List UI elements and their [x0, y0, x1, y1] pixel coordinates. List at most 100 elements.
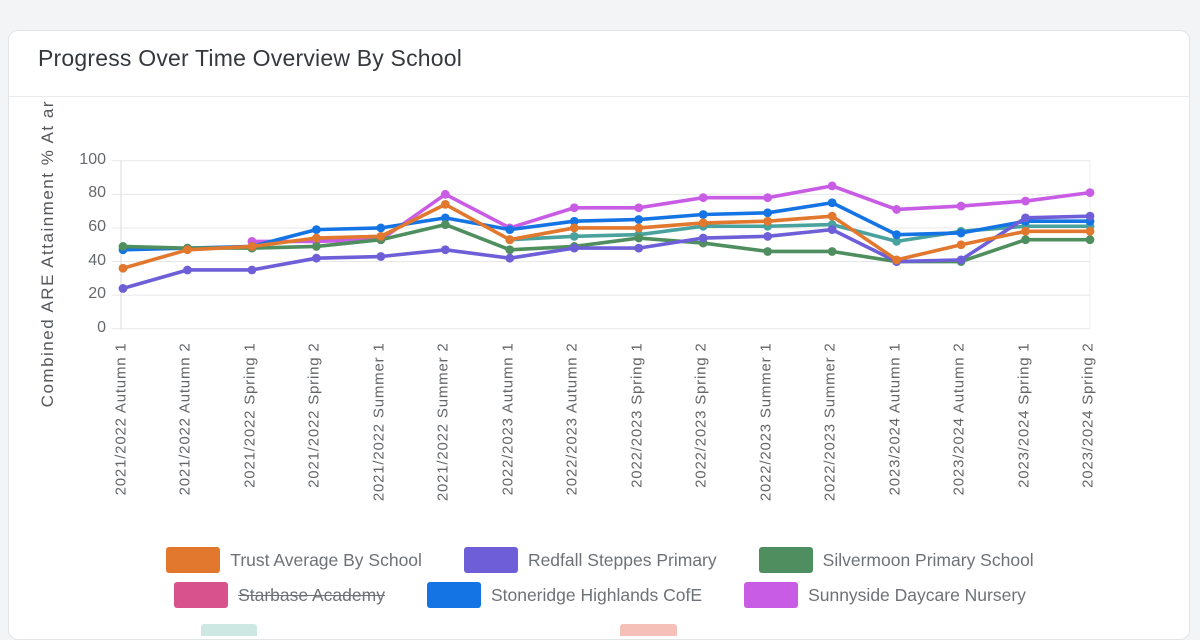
data-point[interactable]: [892, 236, 901, 246]
data-point[interactable]: [247, 242, 257, 251]
data-point[interactable]: [312, 225, 321, 235]
legend-swatch-partial[interactable]: [620, 624, 677, 636]
data-point[interactable]: [118, 242, 128, 251]
data-point[interactable]: [440, 213, 450, 223]
series-line-0: [121, 202, 1092, 271]
data-point[interactable]: [312, 242, 321, 251]
legend-label: Redfall Steppes Primary: [527, 549, 717, 570]
legend-row-2: Starbase Academy Stoneridge Highlands Cof…: [174, 582, 1026, 608]
legend-swatch-partial[interactable]: [201, 624, 257, 636]
data-point[interactable]: [634, 215, 644, 224]
data-point[interactable]: [956, 201, 966, 211]
data-point[interactable]: [569, 243, 579, 253]
data-point[interactable]: [827, 181, 837, 191]
x-axis-label: 2022/2023 Spring 2: [692, 342, 710, 488]
data-point[interactable]: [569, 231, 579, 241]
x-axis-label: 2021/2022 Spring 1: [241, 342, 259, 488]
data-point[interactable]: [827, 247, 837, 256]
legend-label: Silvermoon Primary School: [822, 549, 1034, 570]
data-point[interactable]: [763, 208, 773, 218]
legend-item[interactable]: Stoneridge Highlands CofE: [426, 582, 703, 608]
legend-label: Stoneridge Highlands CofE: [490, 584, 703, 605]
data-point[interactable]: [892, 255, 901, 265]
data-point[interactable]: [698, 210, 708, 219]
data-point[interactable]: [376, 252, 386, 261]
data-point[interactable]: [118, 263, 128, 273]
data-point[interactable]: [634, 223, 644, 233]
data-point[interactable]: [1021, 196, 1030, 206]
data-point[interactable]: [569, 216, 579, 226]
data-point[interactable]: [312, 253, 321, 263]
data-point[interactable]: [376, 223, 386, 233]
data-point[interactable]: [763, 216, 773, 226]
data-point[interactable]: [827, 198, 837, 208]
data-point[interactable]: [827, 211, 837, 221]
data-point[interactable]: [1085, 226, 1095, 236]
data-point[interactable]: [634, 203, 644, 213]
legend-swatch: [463, 547, 518, 573]
legend-item[interactable]: Redfall Steppes Primary: [463, 547, 717, 573]
data-point[interactable]: [440, 220, 450, 229]
data-point[interactable]: [634, 243, 644, 253]
chart-legend: Trust Average By School Redfall Steppes P…: [0, 547, 1200, 608]
data-point[interactable]: [1021, 226, 1030, 236]
x-axis-label: 2022/2023 Autumn 2: [563, 342, 581, 496]
chart-title: Progress Over Time Overview By School: [38, 45, 463, 71]
data-point[interactable]: [247, 265, 257, 275]
data-point[interactable]: [312, 233, 321, 243]
data-point[interactable]: [505, 235, 515, 245]
x-axis-label: 2022/2023 Spring 1: [628, 342, 646, 488]
data-point[interactable]: [956, 228, 966, 238]
data-point[interactable]: [698, 193, 708, 203]
data-point[interactable]: [505, 245, 515, 255]
data-point[interactable]: [763, 231, 773, 241]
data-point[interactable]: [183, 265, 192, 275]
legend-item[interactable]: Sunnyside Daycare Nursery: [744, 582, 1026, 608]
x-axis-label: 2023/2024 Autumn 1: [886, 342, 904, 496]
data-point[interactable]: [1021, 235, 1030, 245]
legend-item[interactable]: Trust Average By School: [166, 547, 422, 573]
y-tick-label: 40: [88, 251, 106, 269]
legend-swatch: [174, 582, 229, 608]
data-point[interactable]: [698, 233, 708, 243]
data-point[interactable]: [763, 193, 773, 203]
data-point[interactable]: [1021, 213, 1030, 223]
legend-label: Starbase Academy: [238, 584, 385, 605]
chart-card: [8, 30, 1190, 640]
y-tick-label: 0: [97, 318, 106, 336]
data-point[interactable]: [827, 225, 837, 235]
data-point[interactable]: [1085, 235, 1095, 245]
data-point[interactable]: [569, 223, 579, 233]
data-point[interactable]: [892, 205, 901, 214]
x-axis-label: 2023/2024 Autumn 2: [950, 342, 968, 496]
data-point[interactable]: [956, 255, 966, 265]
data-point[interactable]: [505, 253, 515, 263]
data-point[interactable]: [376, 231, 386, 241]
data-point[interactable]: [892, 230, 901, 240]
x-axis-label: 2022/2023 Summer 1: [757, 342, 775, 502]
data-point[interactable]: [1085, 211, 1095, 221]
series-line-4: [121, 200, 1092, 252]
legend-swatch: [758, 547, 813, 573]
legend-label: Sunnyside Daycare Nursery: [808, 584, 1026, 605]
data-point[interactable]: [1085, 188, 1095, 198]
data-point[interactable]: [763, 247, 773, 256]
legend-label: Trust Average By School: [230, 549, 422, 570]
data-point[interactable]: [440, 245, 450, 255]
data-point[interactable]: [440, 200, 450, 209]
legend-item[interactable]: Starbase Academy: [174, 582, 385, 608]
data-point[interactable]: [440, 189, 450, 199]
data-point[interactable]: [569, 203, 579, 213]
data-point[interactable]: [183, 245, 192, 255]
x-axis-label: 2021/2022 Autumn 1: [112, 342, 130, 496]
data-point[interactable]: [698, 218, 708, 228]
data-point[interactable]: [505, 225, 515, 235]
x-axis-label: 2022/2023 Autumn 1: [499, 342, 517, 496]
data-point[interactable]: [118, 284, 128, 293]
y-tick-label: 80: [88, 184, 106, 202]
y-tick-label: 60: [88, 217, 106, 235]
data-point[interactable]: [634, 233, 644, 243]
data-point[interactable]: [956, 240, 966, 250]
legend-item[interactable]: Silvermoon Primary School: [758, 547, 1034, 573]
